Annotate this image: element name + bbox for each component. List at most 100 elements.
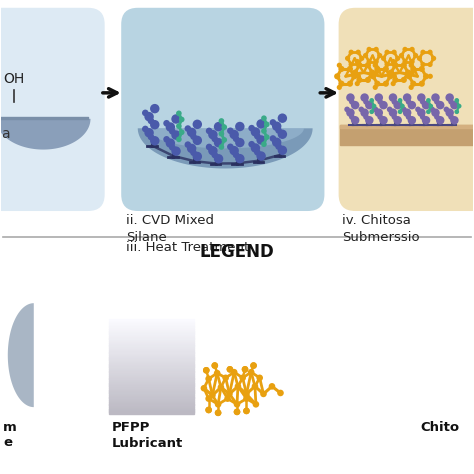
Circle shape xyxy=(256,151,266,161)
Circle shape xyxy=(431,93,440,102)
Circle shape xyxy=(248,125,255,131)
Circle shape xyxy=(192,136,202,145)
Bar xyxy=(109,343,194,346)
Text: LEGEND: LEGEND xyxy=(200,243,274,261)
Circle shape xyxy=(231,369,237,375)
Circle shape xyxy=(221,124,227,130)
Circle shape xyxy=(345,56,350,61)
Circle shape xyxy=(358,107,364,112)
Circle shape xyxy=(272,121,282,131)
Circle shape xyxy=(229,130,239,139)
Circle shape xyxy=(351,73,357,79)
Circle shape xyxy=(269,383,275,390)
Bar xyxy=(109,350,194,353)
Circle shape xyxy=(434,99,440,105)
Bar xyxy=(109,319,194,322)
Circle shape xyxy=(206,144,212,150)
FancyBboxPatch shape xyxy=(0,8,105,211)
Circle shape xyxy=(264,121,270,127)
Circle shape xyxy=(402,47,408,52)
Circle shape xyxy=(218,384,224,391)
Circle shape xyxy=(344,107,350,112)
Circle shape xyxy=(214,138,223,147)
Circle shape xyxy=(389,93,397,102)
Circle shape xyxy=(252,383,258,390)
Circle shape xyxy=(179,129,184,135)
Circle shape xyxy=(215,401,221,408)
Circle shape xyxy=(270,119,276,126)
Circle shape xyxy=(261,128,267,134)
Circle shape xyxy=(444,107,449,112)
Circle shape xyxy=(171,146,181,156)
Circle shape xyxy=(227,366,233,373)
Circle shape xyxy=(278,146,287,155)
Circle shape xyxy=(233,136,239,142)
Circle shape xyxy=(392,99,397,105)
Bar xyxy=(109,407,194,410)
Circle shape xyxy=(391,59,396,64)
Circle shape xyxy=(163,136,170,143)
Circle shape xyxy=(233,152,239,158)
Circle shape xyxy=(229,146,239,155)
Circle shape xyxy=(365,77,371,83)
Circle shape xyxy=(410,47,415,52)
Circle shape xyxy=(215,410,221,416)
Circle shape xyxy=(261,115,267,121)
Circle shape xyxy=(148,118,155,124)
Circle shape xyxy=(393,101,402,109)
Circle shape xyxy=(395,56,400,61)
Circle shape xyxy=(221,137,227,143)
Circle shape xyxy=(214,154,223,164)
Bar xyxy=(109,388,194,391)
Circle shape xyxy=(356,62,363,68)
Bar xyxy=(109,362,194,365)
Circle shape xyxy=(373,63,378,68)
Circle shape xyxy=(334,73,340,79)
Circle shape xyxy=(450,116,459,125)
Bar xyxy=(109,355,194,357)
Bar xyxy=(109,390,194,393)
Circle shape xyxy=(365,116,374,125)
Circle shape xyxy=(426,109,431,114)
Circle shape xyxy=(403,93,411,102)
Circle shape xyxy=(422,101,430,109)
Circle shape xyxy=(211,152,218,158)
Circle shape xyxy=(235,154,245,164)
Circle shape xyxy=(235,138,245,147)
Circle shape xyxy=(363,99,369,105)
Circle shape xyxy=(402,59,408,64)
Bar xyxy=(109,402,194,405)
Circle shape xyxy=(417,56,422,61)
Bar xyxy=(109,328,194,331)
Bar xyxy=(109,409,194,412)
Circle shape xyxy=(406,114,411,120)
Circle shape xyxy=(370,73,376,79)
Circle shape xyxy=(383,66,389,72)
Circle shape xyxy=(356,77,363,83)
Circle shape xyxy=(391,81,396,86)
Bar xyxy=(109,359,194,362)
Text: PFPP
Lubricant: PFPP Lubricant xyxy=(112,421,183,450)
Circle shape xyxy=(254,133,261,139)
Circle shape xyxy=(192,152,202,161)
Circle shape xyxy=(347,81,353,87)
Circle shape xyxy=(392,50,397,55)
Circle shape xyxy=(201,385,207,392)
Circle shape xyxy=(365,62,371,68)
FancyBboxPatch shape xyxy=(121,8,324,211)
Circle shape xyxy=(192,119,202,129)
Circle shape xyxy=(278,129,287,139)
Circle shape xyxy=(270,135,276,142)
Circle shape xyxy=(348,62,354,67)
Bar xyxy=(109,404,194,407)
Circle shape xyxy=(349,99,355,105)
Circle shape xyxy=(369,109,374,114)
Circle shape xyxy=(150,120,159,129)
Bar xyxy=(109,347,194,350)
Circle shape xyxy=(399,53,404,58)
Bar xyxy=(109,374,194,376)
Circle shape xyxy=(235,383,241,390)
Circle shape xyxy=(428,104,433,109)
Circle shape xyxy=(208,130,218,139)
Circle shape xyxy=(388,70,394,76)
